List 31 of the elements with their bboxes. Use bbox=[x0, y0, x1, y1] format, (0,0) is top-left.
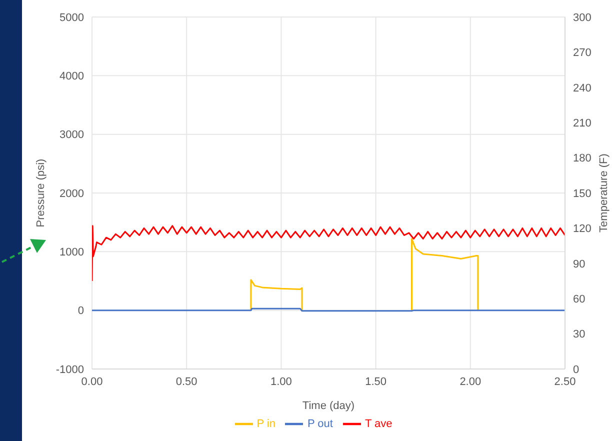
y2-tick-label: 60 bbox=[573, 294, 586, 306]
y2-tick-label: 120 bbox=[573, 223, 592, 236]
y2-tick-label: 150 bbox=[573, 188, 592, 200]
y2-tick-label: 300 bbox=[573, 12, 592, 24]
legend-label: P out bbox=[307, 418, 333, 430]
x-tick-label: 2.50 bbox=[554, 376, 576, 388]
y2-tick-label: 270 bbox=[573, 47, 592, 60]
x-tick-label: 0.00 bbox=[81, 376, 103, 388]
y2-axis-title: Temperature (F) bbox=[598, 154, 610, 232]
legend-label: T ave bbox=[364, 418, 392, 430]
y-axis-title: Pressure (psi) bbox=[34, 158, 47, 228]
y2-tick-label: 210 bbox=[573, 118, 592, 130]
y-tick-label: 4000 bbox=[60, 70, 84, 83]
legend-label: P in bbox=[256, 418, 276, 430]
x-tick-label: 2.00 bbox=[460, 376, 482, 388]
y-tick-label: 0 bbox=[78, 305, 84, 318]
x-tick-label: 1.00 bbox=[270, 376, 292, 388]
line-series bbox=[92, 225, 565, 282]
y-tick-label: 5000 bbox=[60, 12, 84, 24]
y-tick-label: 2000 bbox=[60, 188, 84, 200]
y2-tick-label: 240 bbox=[573, 82, 592, 94]
y2-tick-label: 90 bbox=[573, 258, 586, 270]
x-axis-title: Time (day) bbox=[302, 400, 355, 412]
y-tick-label: -1000 bbox=[56, 364, 84, 376]
y-tick-label: 3000 bbox=[60, 129, 84, 142]
y2-tick-label: 30 bbox=[573, 328, 586, 341]
x-tick-label: 0.50 bbox=[176, 376, 198, 388]
y-tick-label: 1000 bbox=[60, 246, 84, 259]
y2-tick-label: 0 bbox=[573, 364, 580, 376]
y2-tick-label: 180 bbox=[573, 152, 592, 165]
x-tick-label: 1.50 bbox=[365, 376, 387, 388]
